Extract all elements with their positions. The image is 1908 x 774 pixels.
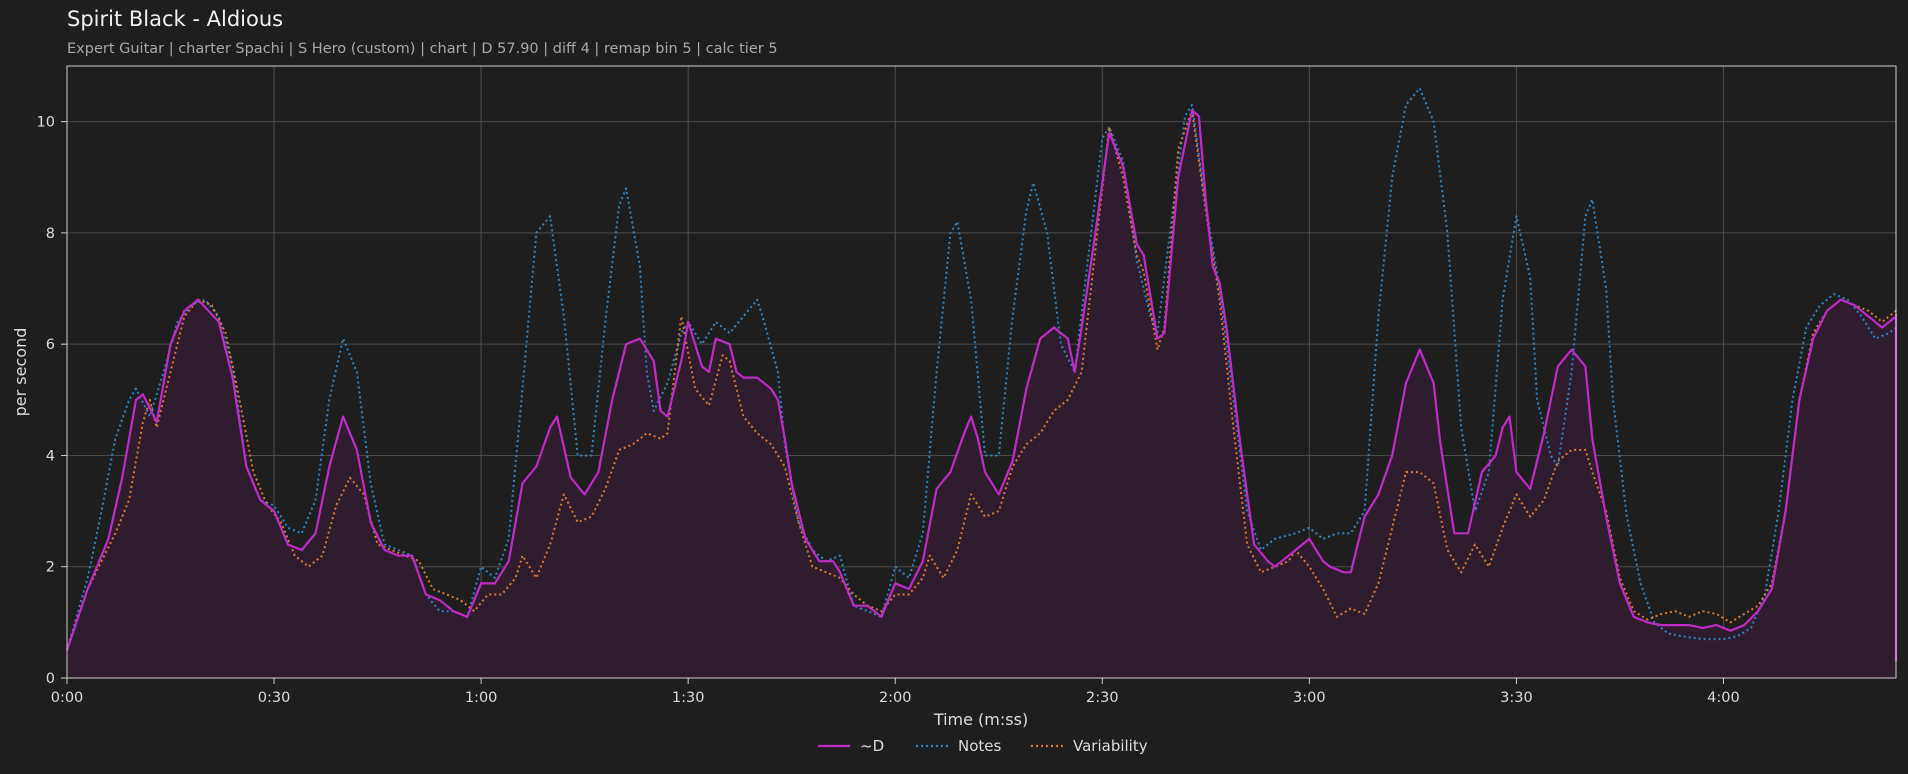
chart-title: Spirit Black - Aldious	[67, 7, 284, 31]
x-tick-label: 3:00	[1293, 690, 1326, 706]
series-line-notes	[66, 87, 1897, 662]
x-axis-label: Time (m:ss)	[933, 710, 1028, 729]
plot-frame	[66, 65, 1897, 679]
series-fill-area	[67, 110, 1896, 678]
series-line-d	[65, 109, 1898, 662]
series-lines	[65, 87, 1898, 662]
x-tick-label: 0:00	[51, 690, 84, 706]
x-tick-label: 1:30	[672, 690, 705, 706]
legend-label: Variability	[1073, 737, 1148, 755]
x-tick-label: 2:00	[879, 690, 912, 706]
x-tick-label: 3:30	[1500, 690, 1533, 706]
legend-label: Notes	[958, 737, 1002, 755]
x-tick-label: 0:30	[258, 690, 291, 706]
y-tick-label: 6	[46, 337, 55, 353]
series-fill-d	[67, 110, 1896, 678]
y-tick-label: 4	[46, 448, 55, 464]
y-axis-label: per second	[11, 328, 30, 417]
y-tick-label: 10	[37, 115, 55, 131]
y-tick-label: 8	[46, 226, 55, 242]
x-axis-ticks: 0:00 0:30 1:00 1:30 2:00 2:30 3:00 3:30 4:00	[51, 678, 1740, 706]
x-tick-label: 2:30	[1086, 690, 1119, 706]
y-axis-ticks: 0 2 4 6 8 10	[37, 115, 67, 687]
legend-label: ~D	[860, 737, 884, 755]
y-tick-label: 0	[46, 671, 55, 687]
x-tick-label: 1:00	[465, 690, 498, 706]
chart-subtitle: Expert Guitar | charter Spachi | S Hero …	[67, 41, 778, 57]
x-tick-label: 4:00	[1707, 690, 1740, 706]
series-line-variability	[66, 109, 1897, 662]
y-tick-label: 2	[46, 560, 55, 576]
legend: ~D Notes Variability	[818, 737, 1148, 755]
